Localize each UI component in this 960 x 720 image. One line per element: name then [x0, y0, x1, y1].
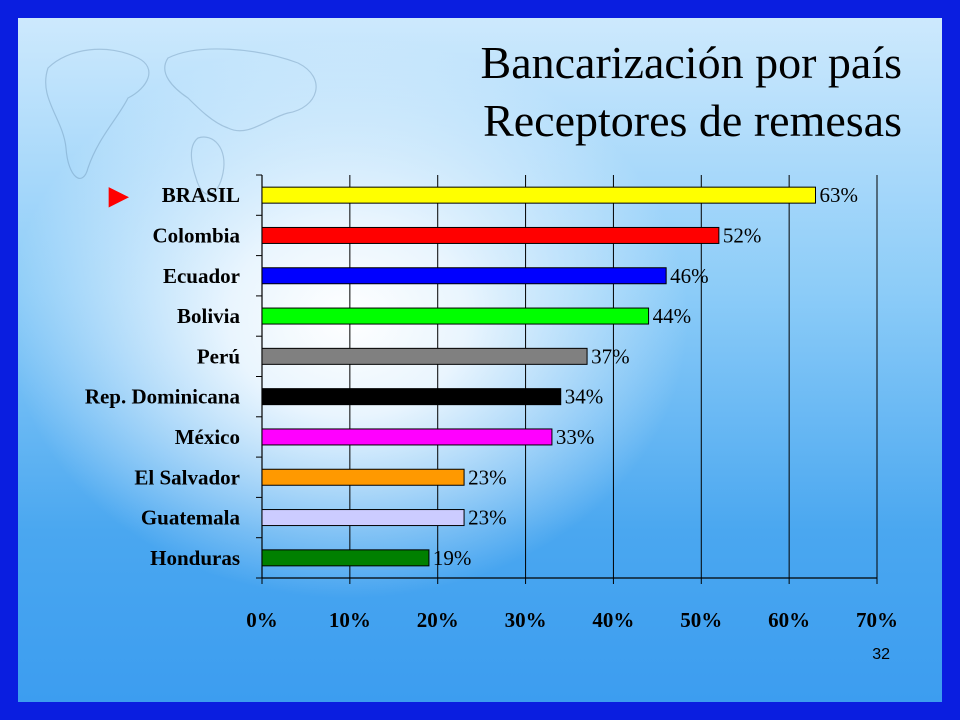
x-tick-label: 60% [768, 608, 810, 632]
world-map-decoration [45, 48, 317, 196]
category-label: México [175, 425, 240, 449]
slide-title-line2: Receptores de remesas [483, 95, 902, 146]
category-label: El Salvador [134, 465, 240, 489]
data-label: 46% [670, 264, 709, 288]
x-tick-label: 30% [505, 608, 547, 632]
data-label: 23% [468, 506, 507, 530]
x-tick-label: 20% [417, 608, 459, 632]
data-label: 63% [820, 183, 859, 207]
bar [261, 388, 562, 406]
bar [261, 226, 720, 244]
category-label: Guatemala [141, 506, 241, 530]
page-number: 32 [872, 646, 890, 663]
bar [261, 428, 553, 446]
data-label: 44% [653, 304, 692, 328]
bar [261, 267, 667, 285]
bar [261, 307, 650, 325]
data-label: 19% [433, 546, 472, 570]
x-tick-label: 40% [592, 608, 634, 632]
category-label: Honduras [150, 546, 240, 570]
data-label: 52% [723, 223, 762, 247]
data-label: 23% [468, 465, 507, 489]
category-label: Ecuador [163, 264, 240, 288]
x-tick-label: 70% [856, 608, 898, 632]
bar [261, 549, 430, 567]
data-label: 37% [591, 344, 630, 368]
category-label: Bolivia [177, 304, 241, 328]
category-label: Rep. Dominicana [85, 385, 241, 409]
slide-panel: Bancarización por país Receptores de rem… [18, 18, 942, 702]
x-tick-label: 0% [246, 608, 278, 632]
highlight-arrow-icon: ► [102, 178, 136, 215]
bar [261, 468, 465, 486]
x-tick-label: 50% [680, 608, 722, 632]
bar [261, 347, 588, 365]
category-label: BRASIL [162, 183, 240, 207]
slide-title-line1: Bancarización por país [480, 37, 902, 88]
category-label: Perú [197, 344, 240, 368]
category-label: Colombia [152, 223, 240, 247]
x-tick-label: 10% [329, 608, 371, 632]
bar [261, 509, 465, 527]
data-label: 34% [565, 385, 604, 409]
data-label: 33% [556, 425, 595, 449]
bar [261, 186, 816, 204]
